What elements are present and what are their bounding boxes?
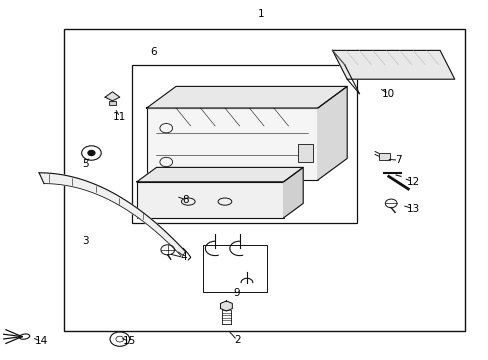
Text: 7: 7 [394,155,401,165]
Bar [203,245,266,292]
Bar [298,144,312,162]
Text: 12: 12 [406,177,419,187]
Bar [132,65,356,223]
Text: 9: 9 [233,288,240,298]
Polygon shape [146,86,346,108]
Text: 13: 13 [406,204,419,214]
Text: 4: 4 [180,252,186,262]
Text: 6: 6 [150,47,157,57]
Bar [146,108,317,180]
Bar [108,101,116,105]
Polygon shape [105,92,120,101]
Text: 8: 8 [182,195,189,205]
Polygon shape [39,173,185,256]
Text: 2: 2 [233,335,240,345]
Text: 1: 1 [258,9,264,19]
Polygon shape [317,86,346,180]
Text: 11: 11 [113,112,126,122]
Bar [63,29,464,331]
Circle shape [88,150,95,156]
Polygon shape [220,301,232,311]
Polygon shape [283,167,303,218]
Bar [378,153,389,160]
Text: 15: 15 [122,336,136,346]
Text: 3: 3 [82,236,89,246]
Bar [137,182,283,218]
Text: 5: 5 [82,159,89,169]
Text: 14: 14 [35,336,48,346]
Text: 10: 10 [382,89,394,99]
Polygon shape [137,167,303,182]
Polygon shape [332,50,454,79]
